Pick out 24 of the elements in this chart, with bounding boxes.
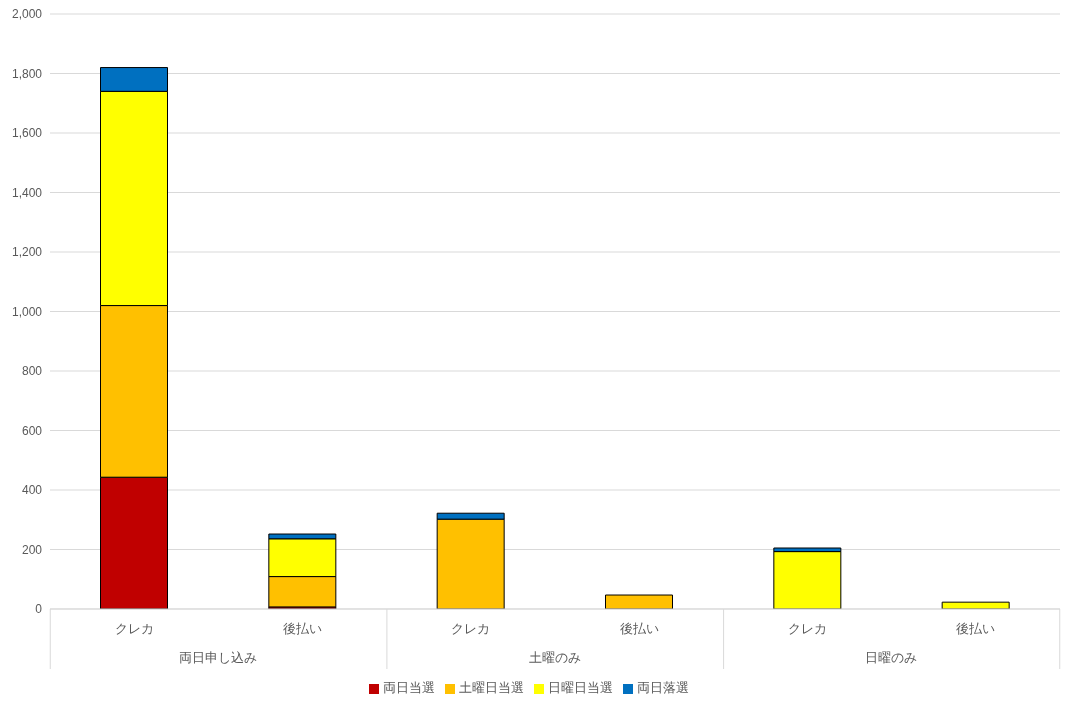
- y-tick-label: 0: [35, 602, 43, 617]
- y-tick-label: 1,600: [11, 126, 43, 141]
- x-tick-label: クレカ: [114, 621, 154, 636]
- y-tick-label: 1,000: [11, 304, 43, 319]
- y-tick-label: 400: [21, 483, 43, 498]
- x-tick-label: クレカ: [451, 621, 491, 636]
- y-tick-label: 800: [21, 364, 43, 379]
- y-tick-label: 1,800: [11, 66, 43, 81]
- y-tick-label: 2,000: [11, 7, 43, 22]
- y-tick-label: 1,200: [11, 245, 43, 260]
- x-tick-label: 後払い: [619, 621, 659, 636]
- text: 日曜のみ: [865, 650, 918, 665]
- legend-label: 日曜日当選: [548, 680, 613, 695]
- y-tick-label: 600: [21, 423, 43, 438]
- x-tick-label: 後払い: [956, 621, 996, 636]
- legend-label: 両日当選: [383, 680, 435, 695]
- text: 土曜のみ: [528, 650, 581, 665]
- legend-label: 両日落選: [637, 680, 689, 695]
- text: 両日申し込み: [179, 650, 258, 665]
- y-tick-label: 200: [21, 542, 43, 557]
- x-tick-label: 後払い: [283, 621, 322, 636]
- legend-label: 土曜日当選: [459, 680, 524, 695]
- x-tick-label: クレカ: [788, 621, 827, 636]
- y-tick-label: 1,400: [11, 185, 43, 200]
